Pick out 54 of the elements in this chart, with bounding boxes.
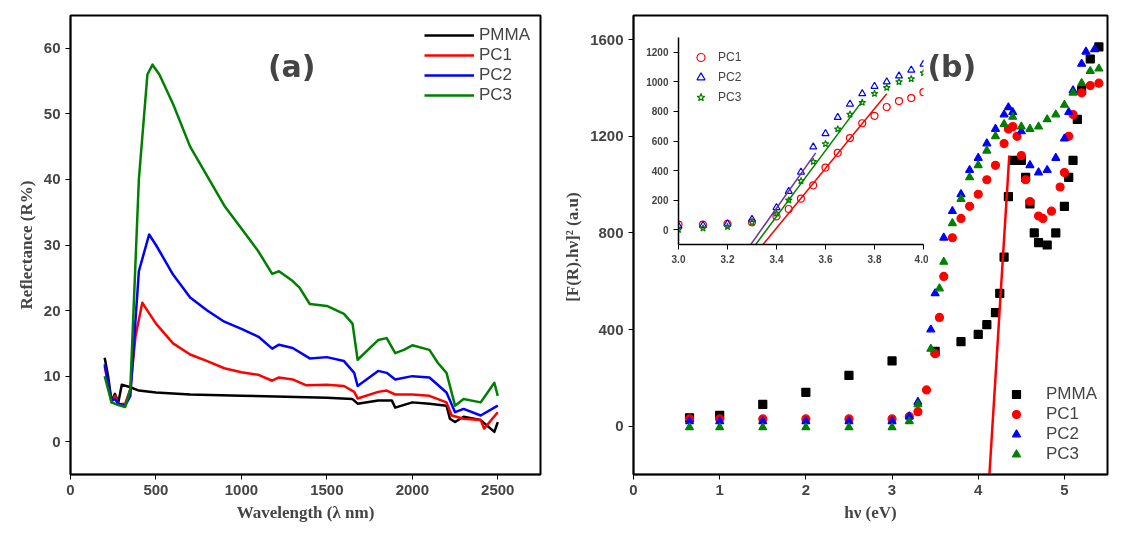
- y-tick-label: 30: [43, 236, 61, 253]
- y-tick-label: 0: [615, 417, 624, 435]
- y-tick-label: 50: [43, 104, 61, 122]
- x-tick-label: 3.6: [818, 253, 833, 265]
- y-tick-label: 400: [651, 165, 669, 177]
- y-tick-label: 10: [43, 367, 61, 385]
- x-tick-label: 4: [974, 480, 984, 498]
- x-axis-title: Wavelength (λ nm): [236, 502, 375, 522]
- legend-label: PC3: [1046, 444, 1080, 464]
- x-tick-label: 3: [887, 480, 897, 498]
- y-tick-label: 20: [43, 301, 61, 319]
- x-tick-label: 3.4: [769, 253, 784, 265]
- y-tick-label: 1200: [590, 127, 624, 145]
- legend-label: PC1: [1046, 404, 1080, 424]
- y-tick-label: 600: [651, 136, 669, 147]
- y-tick-label: 1600: [590, 30, 624, 48]
- x-tick-label: 0: [66, 480, 75, 498]
- legend-label: PC2: [1046, 424, 1080, 444]
- legend-label: PMMA: [1046, 384, 1097, 404]
- legend-label: PC3: [479, 85, 513, 105]
- legend-label: PC2: [718, 70, 742, 84]
- y-tick-label: 400: [598, 320, 624, 338]
- x-tick-label: 1000: [224, 480, 259, 498]
- x-tick-label: 5: [1060, 480, 1069, 498]
- legend-label: PC3: [718, 90, 742, 104]
- y-tick-label: 0: [52, 432, 61, 450]
- x-tick-label: 3.2: [720, 253, 735, 265]
- y-tick-label: 800: [598, 223, 624, 241]
- annotation: (a): [267, 49, 316, 85]
- y-tick-label: 60: [43, 39, 61, 57]
- x-tick-label: 3.8: [867, 253, 882, 265]
- y-tick-label: 40: [43, 170, 61, 188]
- y-tick-label: 0: [662, 224, 669, 236]
- x-tick-label: 3.0: [671, 253, 686, 265]
- x-tick-label: 4.0: [914, 253, 929, 265]
- legend-label: PC2: [479, 65, 513, 85]
- x-tick-label: 2500: [481, 480, 515, 498]
- y-axis-title: [F(R).hν]² (a.u): [563, 192, 583, 302]
- y-axis-title: Reflectance (R%): [16, 180, 36, 310]
- legend-label: PC1: [718, 50, 742, 64]
- x-tick-label: 2000: [395, 480, 430, 498]
- legend-label: PC1: [479, 45, 513, 65]
- x-tick-label: 1: [715, 480, 724, 498]
- x-tick-label: 1500: [310, 480, 344, 498]
- y-tick-label: 1200: [646, 47, 669, 59]
- x-axis-title: hν (eV): [844, 502, 897, 522]
- x-tick-label: 0: [629, 480, 638, 498]
- annotation: (b): [927, 49, 977, 85]
- y-tick-label: 200: [651, 195, 669, 207]
- x-tick-label: 500: [143, 480, 169, 498]
- legend-label: PMMA: [479, 25, 530, 45]
- y-tick-label: 1000: [646, 76, 669, 88]
- y-tick-label: 800: [651, 106, 669, 118]
- x-tick-label: 2: [801, 480, 811, 498]
